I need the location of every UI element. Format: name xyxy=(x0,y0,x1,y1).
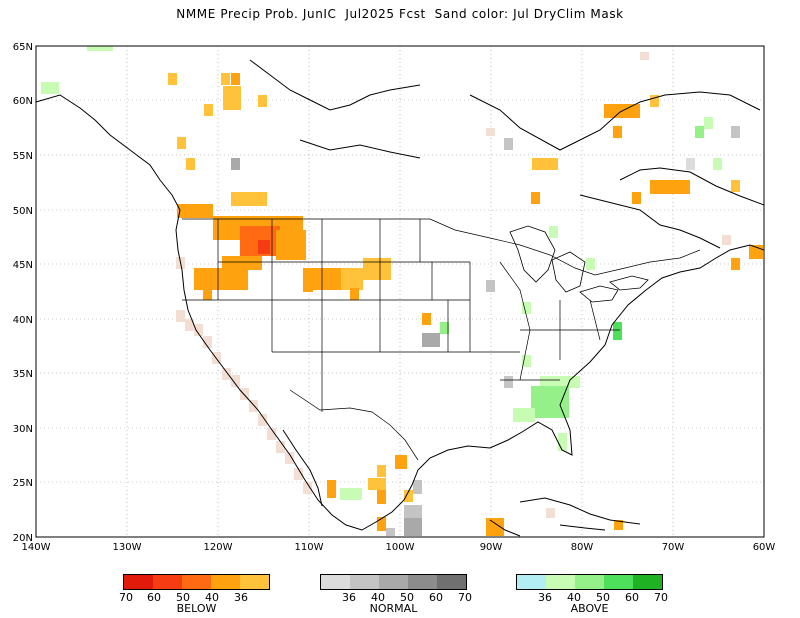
legend-above-colorbar xyxy=(516,574,663,590)
legend-swatch xyxy=(182,575,211,589)
legend-tick: 70 xyxy=(654,591,668,604)
latitude-labels: 65N 60N 55N 50N 45N 40N 35N 30N 25N 20N xyxy=(13,42,33,544)
legend-normal-ticks: 36 40 50 60 70 xyxy=(320,590,472,604)
legend-below-colorbar xyxy=(123,574,270,590)
legend-swatch xyxy=(240,575,269,589)
near-normal-cells xyxy=(231,126,740,536)
lat-label: 50N xyxy=(13,206,33,217)
legend-tick: 36 xyxy=(234,591,248,604)
legend-tick: 36 xyxy=(538,591,552,604)
legend-swatch xyxy=(575,575,604,589)
legend-tick: 70 xyxy=(119,591,133,604)
lon-label: 130W xyxy=(113,542,142,553)
legend-tick: 40 xyxy=(567,591,581,604)
legend-tick: 60 xyxy=(429,591,443,604)
legend-tick: 50 xyxy=(400,591,414,604)
map-title: NMME Precip Prob. JunIC Jul2025 Fcst San… xyxy=(176,7,624,21)
legend-swatch xyxy=(153,575,182,589)
legend-tick: 40 xyxy=(371,591,385,604)
lat-label: 35N xyxy=(13,369,33,380)
legend-above-ticks: 36 40 50 60 70 xyxy=(516,590,668,604)
lakes xyxy=(509,225,649,303)
legend-tick: 36 xyxy=(342,591,356,604)
lat-label: 45N xyxy=(13,260,33,271)
lat-label: 65N xyxy=(13,42,33,53)
below-normal-cells xyxy=(168,73,763,536)
lat-label: 25N xyxy=(13,478,33,489)
lat-label: 60N xyxy=(13,96,33,107)
lon-label: 80W xyxy=(571,542,594,553)
legend-swatch xyxy=(211,575,240,589)
legend-above-label: ABOVE xyxy=(570,602,609,615)
above-normal-cells xyxy=(41,46,722,500)
legend-tick: 70 xyxy=(458,591,472,604)
lon-label: 140W xyxy=(22,542,51,553)
dry-climatology-mask xyxy=(176,52,731,518)
graticule xyxy=(36,46,764,537)
lon-label: 110W xyxy=(295,542,324,553)
lon-label: 70W xyxy=(662,542,685,553)
legend-swatch xyxy=(408,575,437,589)
legend-tick: 60 xyxy=(147,591,161,604)
lon-label: 60W xyxy=(753,542,776,553)
legend-above: 36 40 50 60 70 ABOVE xyxy=(516,574,668,615)
legend-below-ticks: 70 60 50 40 36 xyxy=(119,590,270,604)
lat-label: 40N xyxy=(13,315,33,326)
borders xyxy=(182,218,701,461)
lat-label: 30N xyxy=(13,424,33,435)
legend-swatch xyxy=(517,575,546,589)
legend-swatch xyxy=(321,575,350,589)
coastlines xyxy=(35,59,765,537)
legend-normal-label: NORMAL xyxy=(369,602,418,615)
legend-normal-colorbar xyxy=(320,574,467,590)
legend-tick: 60 xyxy=(625,591,639,604)
lat-label: 20N xyxy=(13,533,33,544)
legend-swatch xyxy=(437,575,466,589)
legend-swatch xyxy=(124,575,153,589)
legend-tick: 50 xyxy=(176,591,190,604)
map-frame xyxy=(35,45,765,538)
legend-swatch xyxy=(633,575,662,589)
lon-label: 90W xyxy=(480,542,503,553)
legend-tick: 40 xyxy=(205,591,219,604)
legend-normal: 36 40 50 60 70 NORMAL xyxy=(320,574,472,615)
lon-label: 120W xyxy=(204,542,233,553)
legend-swatch xyxy=(546,575,575,589)
legend-swatch xyxy=(604,575,633,589)
legend-swatch xyxy=(379,575,408,589)
longitude-labels: 140W 130W 120W 110W 100W 90W 80W 70W 60W xyxy=(22,542,776,553)
legend-below-label: BELOW xyxy=(176,602,217,615)
lat-label: 55N xyxy=(13,151,33,162)
legend-swatch xyxy=(350,575,379,589)
lon-label: 100W xyxy=(386,542,415,553)
legend-tick: 50 xyxy=(596,591,610,604)
legend-below: 70 60 50 40 36 BELOW xyxy=(119,574,270,615)
